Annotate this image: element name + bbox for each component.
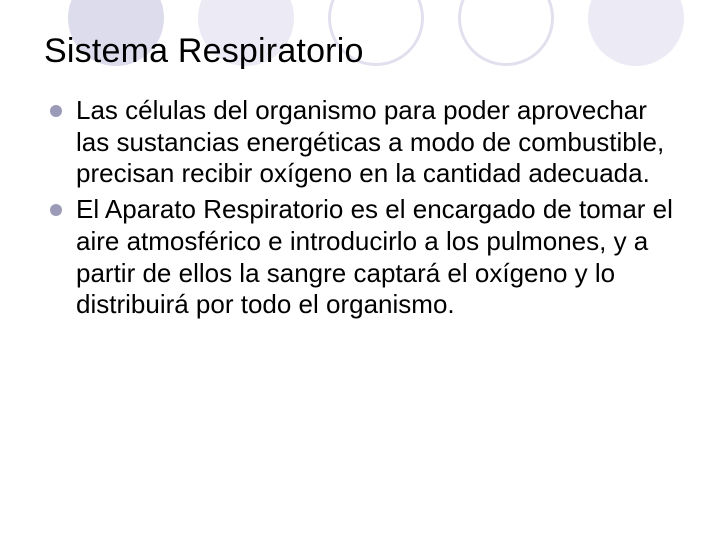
bullet-dot-icon	[50, 105, 62, 117]
bullet-list: Las células del organismo para poder apr…	[44, 95, 676, 321]
bullet-item: Las células del organismo para poder apr…	[48, 95, 676, 190]
slide-title: Sistema Respiratorio	[44, 32, 676, 71]
bullet-dot-icon	[50, 204, 62, 216]
bullet-text: Las células del organismo para poder apr…	[76, 95, 664, 188]
bullet-text: El Aparato Respiratorio es el encargado …	[76, 194, 673, 319]
bullet-item: El Aparato Respiratorio es el encargado …	[48, 194, 676, 321]
slide-content: Sistema Respiratorio Las células del org…	[0, 0, 720, 353]
